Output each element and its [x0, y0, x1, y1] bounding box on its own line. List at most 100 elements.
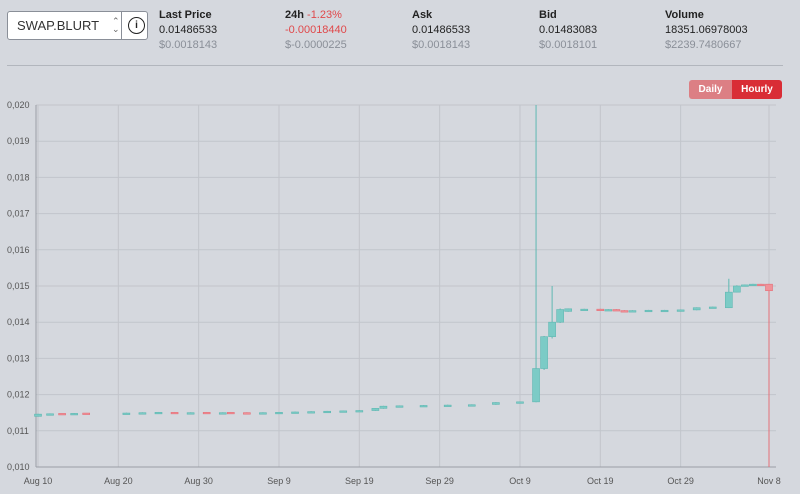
info-icon[interactable]: i	[128, 17, 145, 34]
candle-body	[138, 412, 147, 415]
candle-body	[692, 307, 701, 311]
stat-label: Bid	[539, 9, 557, 21]
stat-value: 0.01486533	[412, 24, 471, 36]
pair-select[interactable]: SWAP.BLURT ⌃ ⌄ i	[7, 11, 148, 40]
candle-body	[765, 283, 773, 292]
candle-body	[275, 412, 283, 415]
candle-body	[604, 309, 613, 312]
candle-body	[676, 309, 685, 312]
candle-body	[82, 412, 90, 415]
candle-body	[580, 308, 589, 311]
x-tick-label: Sep 29	[425, 476, 454, 486]
hourly-button[interactable]: Hourly	[732, 80, 782, 99]
pair-select-value: SWAP.BLURT	[17, 18, 100, 33]
candle-body	[58, 413, 66, 416]
candle-body	[628, 310, 637, 313]
candle-body	[749, 283, 757, 286]
stat-usd: $2239.7480667	[665, 39, 742, 51]
candle-body	[492, 402, 500, 405]
candle-body	[307, 411, 315, 414]
candle-body	[170, 412, 179, 415]
candle-body	[218, 412, 227, 415]
y-tick-label: 0,016	[7, 245, 30, 255]
y-tick-label: 0,013	[7, 353, 30, 363]
x-tick-label: Sep 19	[345, 476, 374, 486]
stat-usd: $0.0018101	[539, 39, 598, 51]
stat-value: 18351.06978003	[665, 24, 748, 36]
candle-body	[395, 405, 404, 408]
candle-body	[443, 404, 452, 407]
candle-body	[70, 413, 78, 416]
candle-body	[725, 291, 733, 309]
candle-body	[596, 308, 605, 311]
candle-body	[708, 306, 717, 309]
x-tick-label: Oct 29	[667, 476, 694, 486]
y-tick-label: 0,010	[7, 462, 30, 472]
y-tick-label: 0,017	[7, 209, 30, 219]
candle-body	[243, 412, 251, 415]
stat-24h: 24h -1.23% -0.00018440 $-0.0000225	[285, 8, 347, 53]
stat-usd: $0.0018143	[159, 39, 218, 51]
candle-body	[540, 336, 548, 369]
stat-label: Ask	[412, 9, 433, 21]
stat-bid: Bid 0.01483083 $0.0018101	[539, 8, 597, 53]
x-tick-label: Oct 19	[587, 476, 614, 486]
chevron-up-down-icon: ⌃ ⌄	[112, 16, 120, 34]
stat-usd: $-0.0000225	[285, 39, 347, 51]
y-tick-label: 0,012	[7, 390, 30, 400]
candle-body	[379, 405, 388, 409]
stat-usd: $0.0018143	[412, 39, 471, 51]
y-tick-label: 0,019	[7, 136, 30, 146]
select-divider	[121, 12, 122, 39]
candle-body	[122, 412, 131, 415]
y-tick-label: 0,020	[7, 100, 30, 110]
candle-body	[46, 413, 54, 416]
x-tick-label: Sep 9	[267, 476, 291, 486]
x-tick-label: Nov 8	[757, 476, 781, 486]
candle-body	[339, 410, 348, 413]
stat-value: 0.01486533	[159, 24, 218, 36]
candle-body	[291, 411, 299, 414]
stat-volume: Volume 18351.06978003 $2239.7480667	[665, 8, 748, 53]
candle-body	[548, 321, 556, 337]
stat-value: 0.01483083	[539, 24, 598, 36]
x-tick-label: Aug 10	[24, 476, 53, 486]
stat-24h-percent: -1.23%	[307, 9, 342, 21]
y-tick-label: 0,015	[7, 281, 30, 291]
candle-body	[467, 404, 476, 407]
y-tick-label: 0,014	[7, 317, 30, 327]
candle-body	[564, 308, 572, 312]
candle-body	[34, 413, 42, 417]
candle-body	[186, 412, 195, 415]
candle-body	[757, 283, 765, 286]
x-tick-label: Oct 9	[509, 476, 531, 486]
candle-body	[741, 284, 749, 287]
candle-body	[556, 309, 564, 323]
x-tick-label: Aug 30	[184, 476, 213, 486]
candle-body	[154, 412, 163, 415]
header-divider	[7, 65, 783, 66]
candle-body	[355, 410, 364, 413]
candle-body	[516, 401, 524, 404]
stat-label: Last Price	[159, 9, 212, 21]
stat-value: -0.00018440	[285, 24, 347, 36]
candle-body	[371, 408, 380, 411]
candle-body	[323, 410, 331, 414]
y-tick-label: 0,018	[7, 172, 30, 182]
stat-label: Volume	[665, 9, 704, 21]
stat-ask: Ask 0.01486533 $0.0018143	[412, 8, 470, 53]
candle-body	[532, 368, 540, 403]
candle-body	[226, 412, 235, 415]
daily-button[interactable]: Daily	[689, 80, 732, 99]
candle-body	[202, 412, 211, 415]
stat-label: 24h	[285, 9, 304, 21]
candle-body	[733, 285, 741, 293]
candle-body	[660, 309, 669, 313]
candle-body	[612, 309, 621, 312]
candle-body	[644, 309, 653, 313]
candle-body	[620, 310, 629, 313]
stat-last-price: Last Price 0.01486533 $0.0018143	[159, 8, 217, 53]
x-tick-label: Aug 20	[104, 476, 133, 486]
candle-body	[259, 412, 267, 415]
